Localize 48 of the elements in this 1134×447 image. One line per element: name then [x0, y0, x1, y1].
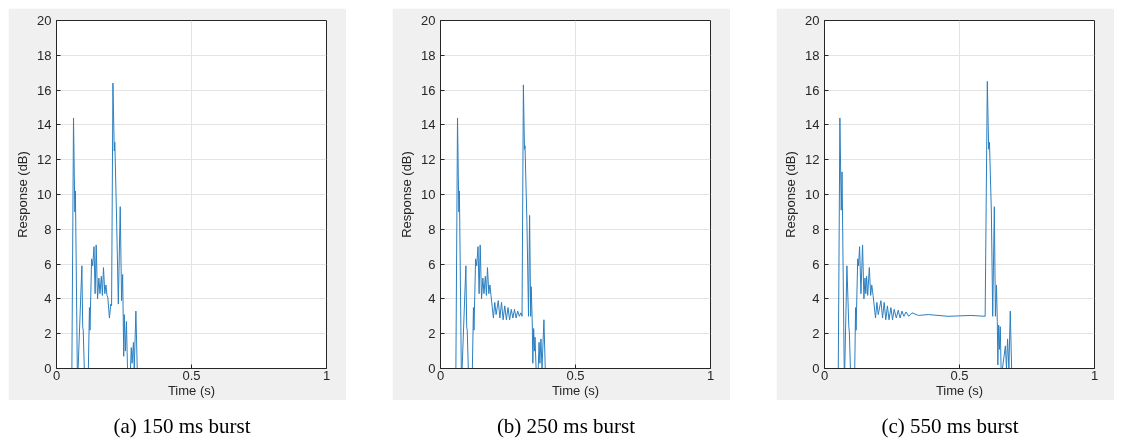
x-axis-title: Time (s) — [551, 382, 600, 398]
text: (a) 150 ms burst — [113, 413, 251, 440]
x-tick-label: 0.5 — [950, 367, 969, 383]
y-tick-label: 6 — [44, 256, 52, 272]
line-series — [455, 84, 546, 369]
y-tick-label: 10 — [805, 187, 820, 202]
y-tick-label: 14 — [805, 117, 820, 133]
y-tick-label: 20 — [421, 13, 436, 28]
x-tick-label: 1 — [1090, 367, 1099, 383]
y-tick-label: 10 — [421, 187, 436, 202]
y-tick-label: 14 — [421, 117, 436, 133]
y-tick-label: 18 — [37, 47, 52, 63]
y-tick-label: 16 — [805, 82, 820, 98]
y-tick-label: 20 — [37, 13, 52, 28]
y-tick-label: 6 — [428, 256, 436, 272]
y-tick-label: 4 — [812, 291, 820, 307]
y-tick-label: 12 — [421, 152, 436, 168]
y-tick-label: 4 — [44, 291, 52, 307]
y-tick-label: 20 — [805, 13, 820, 28]
x-axis-title: Time (s) — [167, 382, 216, 398]
text: (b) 250 ms burst — [496, 413, 636, 440]
y-axis-title: Response (dB) — [399, 151, 415, 238]
y-tick-label: 14 — [37, 117, 52, 133]
text: (c) 550 ms burst — [881, 413, 1019, 440]
x-axis-title: Time (s) — [935, 382, 984, 398]
x-tick-label: 0.5 — [566, 367, 585, 383]
y-tick-label: 2 — [44, 326, 52, 342]
y-tick-label: 10 — [37, 187, 52, 202]
y-tick-label: 8 — [812, 221, 820, 237]
y-axis-title: Response (dB) — [15, 151, 31, 238]
y-tick-label: 2 — [428, 326, 436, 342]
line-series — [837, 80, 1013, 369]
y-tick-label: 12 — [805, 152, 820, 168]
y-tick-label: 18 — [805, 47, 820, 63]
y-tick-label: 2 — [812, 326, 820, 342]
y-tick-label: 8 — [44, 221, 52, 237]
y-tick-label: 12 — [37, 152, 52, 168]
y-tick-label: 16 — [421, 82, 436, 98]
y-tick-label: 16 — [37, 82, 52, 98]
y-tick-label: 4 — [428, 291, 436, 307]
line-series — [71, 82, 138, 369]
x-tick-label: 0.5 — [182, 367, 201, 383]
x-tick-label: 1 — [706, 367, 715, 383]
y-tick-label: 6 — [812, 256, 820, 272]
x-tick-label: 1 — [322, 367, 331, 383]
y-axis-title: Response (dB) — [783, 151, 799, 238]
y-tick-label: 8 — [428, 221, 436, 237]
y-tick-label: 18 — [421, 47, 436, 63]
